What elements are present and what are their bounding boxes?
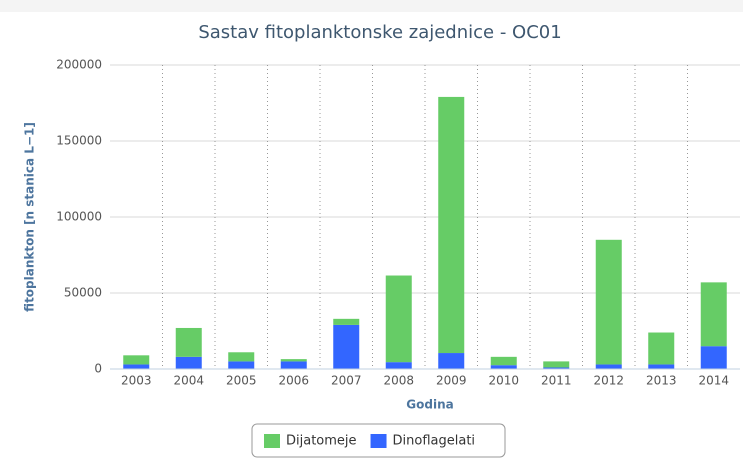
bar-segment xyxy=(280,361,307,369)
y-tick-label: 100000 xyxy=(56,210,102,224)
x-tick-label: 2013 xyxy=(646,374,677,388)
bar-segment xyxy=(280,359,307,362)
bar-segment xyxy=(700,282,727,347)
legend-swatch xyxy=(264,434,280,448)
bar-segment xyxy=(123,364,150,369)
y-tick-label: 50000 xyxy=(64,286,102,300)
bar-segment xyxy=(595,364,622,369)
x-tick-label: 2004 xyxy=(173,374,204,388)
y-tick-label: 200000 xyxy=(56,58,102,72)
bar-segment xyxy=(438,96,465,354)
x-tick-label: 2008 xyxy=(383,374,414,388)
bar-segment xyxy=(490,365,517,369)
bar-segment xyxy=(543,367,570,369)
bar-segment xyxy=(175,356,202,369)
bar-segment xyxy=(333,318,360,325)
x-tick-label: 2010 xyxy=(488,374,519,388)
legend-label: Dijatomeje xyxy=(286,434,357,449)
bar-segment xyxy=(385,362,412,369)
bar-segment xyxy=(175,327,202,357)
bar-segment xyxy=(648,332,675,365)
x-tick-label: 2012 xyxy=(593,374,624,388)
bar-segment xyxy=(228,361,255,369)
bar-segment xyxy=(543,361,570,368)
y-tick-label: 0 xyxy=(94,362,102,376)
bar-segment xyxy=(438,353,465,369)
bar-segment xyxy=(333,324,360,369)
bar-segment xyxy=(123,355,150,365)
bar-segment xyxy=(228,352,255,362)
bar-segment xyxy=(490,356,517,366)
legend-swatch xyxy=(370,434,387,448)
y-tick-label: 150000 xyxy=(56,134,102,148)
x-tick-label: 2009 xyxy=(436,374,467,388)
x-tick-label: 2014 xyxy=(698,374,729,388)
x-tick-label: 2003 xyxy=(121,374,152,388)
bar-segment xyxy=(700,346,727,369)
legend-label: Dinoflagelati xyxy=(393,434,476,449)
x-tick-label: 2007 xyxy=(331,374,362,388)
bar-segment xyxy=(595,239,622,365)
x-tick-label: 2006 xyxy=(278,374,309,388)
bar-segment xyxy=(385,275,412,363)
legend: Dijatomeje Dinoflagelati xyxy=(251,423,506,458)
bar-segment xyxy=(648,364,675,369)
x-tick-label: 2005 xyxy=(226,374,257,388)
x-tick-label: 2011 xyxy=(541,374,572,388)
chart-title: Sastav fitoplanktonske zajednice - OC01 xyxy=(198,22,561,43)
y-axis-title: fitoplankton [n stanica L−1] xyxy=(23,122,37,312)
top-band xyxy=(0,0,743,12)
x-axis-title: Godina xyxy=(406,398,453,412)
